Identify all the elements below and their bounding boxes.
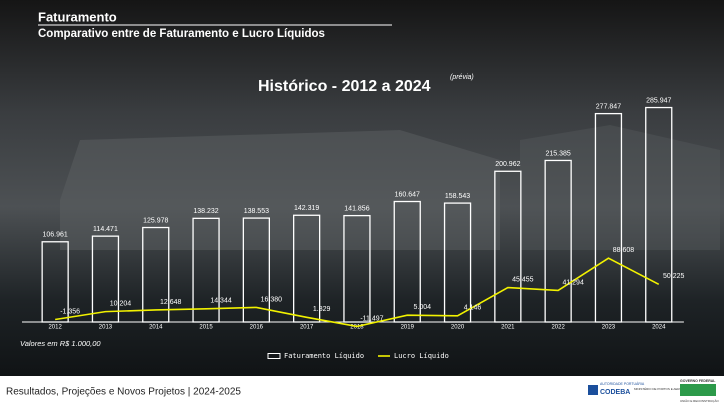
bar: [192, 217, 220, 323]
x-tick-label: 2014: [149, 325, 163, 331]
logo-icon: [588, 385, 598, 395]
line: [55, 257, 660, 328]
bar: [343, 214, 371, 323]
x-tick-label: 2020: [451, 325, 465, 331]
logo-text: CODEBA: [600, 389, 630, 396]
legend-swatch: [267, 353, 281, 359]
line-value-label: -11.497: [360, 315, 383, 322]
line-value-label: 50.225: [663, 273, 685, 280]
bar: [494, 170, 522, 323]
bar-value-label: 158.543: [445, 193, 470, 200]
line-value-label: 41.294: [562, 279, 584, 286]
x-tick-label: 2021: [501, 325, 515, 331]
x-tick-label: 2023: [602, 325, 616, 331]
bar-value-label: 138.232: [193, 208, 218, 215]
logos: AUTORIDADE PORTUÁRIA CODEBA MINISTÉRIO D…: [584, 377, 724, 407]
line-value-label: 12.648: [160, 299, 182, 306]
logo-text: GOVERNO FEDERAL: [680, 379, 716, 383]
bar: [544, 159, 572, 323]
x-tick-label: 2016: [250, 325, 264, 331]
bar-value-label: 285.947: [646, 97, 671, 104]
line-value-label: 16.380: [261, 296, 283, 303]
bar: [292, 214, 321, 323]
line-value-label: 5.004: [413, 304, 431, 311]
bar-value-label: 142.319: [294, 205, 319, 212]
footer-text: Resultados, Projeções e Novos Projetos |…: [6, 387, 241, 398]
x-tick-label: 2017: [300, 325, 314, 331]
line-value-label: 10.204: [110, 300, 132, 307]
bar: [242, 217, 271, 323]
ship-shape: [60, 130, 500, 250]
bar-value-label: 215.385: [545, 150, 570, 157]
bar: [41, 241, 69, 323]
x-tick-label: 2015: [199, 325, 213, 331]
line-value-label: -1.356: [60, 308, 80, 315]
legend-label: Faturamento Líquido: [284, 352, 364, 360]
x-tick-label: 2018: [350, 325, 364, 331]
ship-shape: [520, 125, 720, 250]
bar: [142, 226, 170, 323]
bar: [443, 202, 472, 323]
x-tick-label: 2013: [99, 325, 113, 331]
logo-text: MINISTÉRIO DE PORTOS E AEROPORTOS: [634, 386, 694, 391]
bar-value-label: 277.847: [596, 103, 621, 110]
line-value-label: 1.829: [313, 306, 331, 313]
bar-value-label: 141.856: [344, 205, 369, 212]
title: Faturamento: [38, 9, 117, 24]
bar-value-label: 114.471: [93, 226, 118, 233]
subtitle: Comparativo entre de Faturamento e Lucro…: [38, 28, 325, 40]
logo-text: AUTORIDADE PORTUÁRIA: [600, 382, 645, 386]
line-value-label: 14.344: [210, 298, 232, 305]
bar: [594, 112, 623, 323]
bar: [91, 235, 120, 323]
unit-note: Valores em R$ 1.000,00: [20, 339, 101, 348]
logo-icon: [680, 384, 716, 396]
bar-value-label: 160.647: [395, 191, 420, 198]
bar-value-label: 106.961: [42, 232, 67, 239]
chart-title-note: (prévia): [450, 74, 474, 81]
logo-text: UNIÃO E RECONSTRUÇÃO: [680, 398, 719, 403]
legend-label: Lucro Líquido: [394, 352, 449, 360]
chart-title: Histórico - 2012 a 2024: [258, 78, 431, 95]
bar: [393, 200, 421, 323]
bar-value-label: 200.962: [495, 161, 520, 168]
line-value-label: 45.455: [512, 276, 534, 283]
x-tick-label: 2022: [551, 325, 565, 331]
bar-value-label: 125.978: [143, 217, 168, 224]
line-value-label: 88.608: [613, 247, 635, 254]
bar: [645, 106, 673, 323]
x-tick-label: 2024: [652, 325, 666, 331]
x-tick-label: 2012: [48, 325, 62, 331]
bar-value-label: 138.553: [244, 208, 269, 215]
x-tick-label: 2019: [401, 325, 415, 331]
line-value-label: 4.146: [464, 305, 482, 312]
